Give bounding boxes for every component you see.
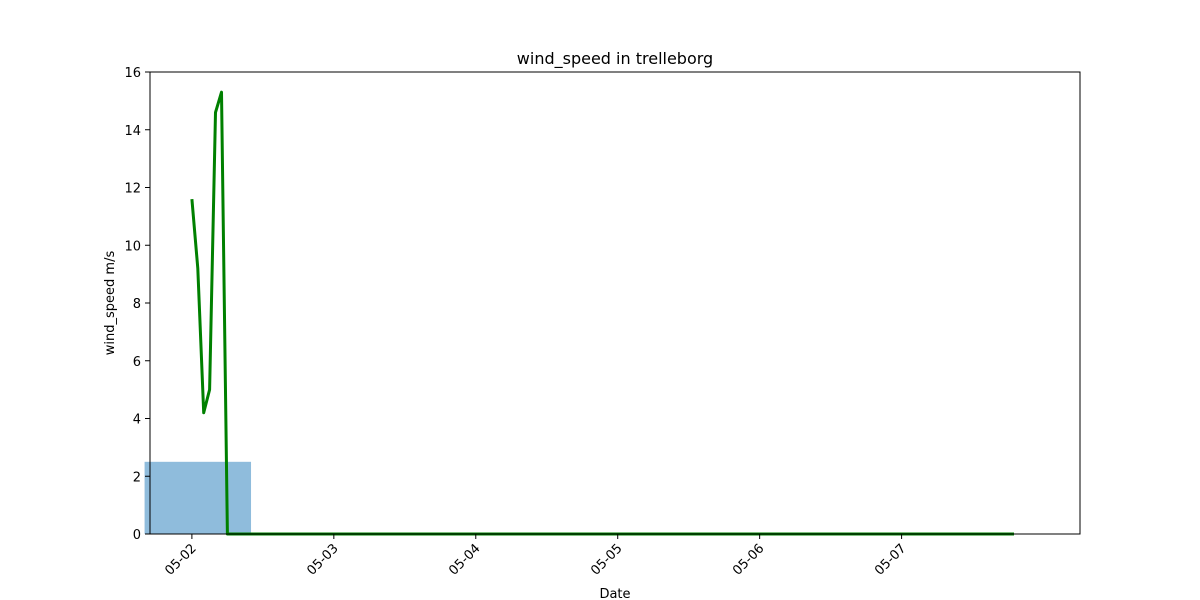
y-tick-label: 6 <box>133 355 141 370</box>
y-axis-label: wind_speed m/s <box>103 251 118 356</box>
y-tick-label: 14 <box>124 124 141 139</box>
y-tick-label: 10 <box>124 239 141 254</box>
y-tick-label: 16 <box>124 66 141 81</box>
y-tick-label: 4 <box>133 413 141 428</box>
bar <box>144 461 252 534</box>
y-tick-label: 2 <box>133 470 141 485</box>
y-tick-label: 12 <box>124 182 141 197</box>
y-tick-label: 8 <box>133 297 141 312</box>
line-series <box>190 90 1014 536</box>
x-axis-label: Date <box>599 587 630 600</box>
bar-series <box>144 461 252 534</box>
series-line <box>190 90 1014 536</box>
y-tick-label: 0 <box>133 528 141 543</box>
y-axis-ticks: 0 2 4 6 8 10 12 14 16 <box>124 66 150 543</box>
chart-title: wind_speed in trelleborg <box>517 49 713 69</box>
